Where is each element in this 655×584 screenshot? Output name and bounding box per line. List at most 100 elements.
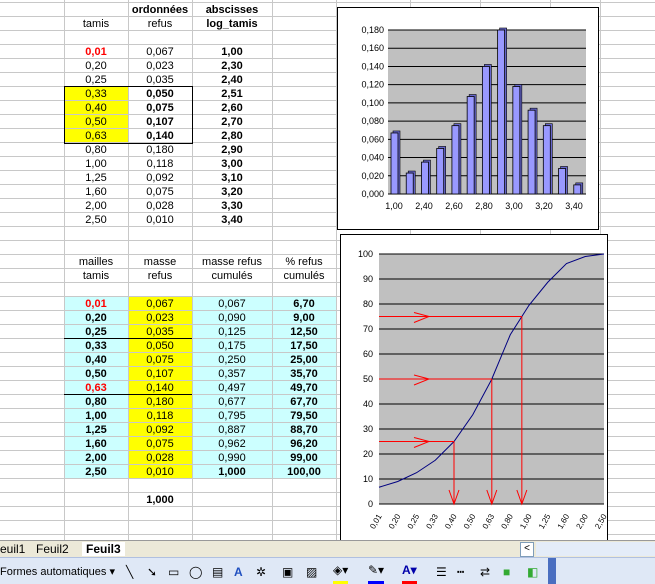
line-style-icon[interactable]: ☰ bbox=[436, 565, 447, 579]
cell-refus: 0,023 bbox=[146, 60, 174, 72]
tab-feuil3[interactable]: Feuil3 bbox=[82, 542, 125, 556]
cell-refus: 0,180 bbox=[146, 144, 174, 156]
column-gridline bbox=[128, 0, 129, 540]
cell-mailles: 1,00 bbox=[85, 410, 107, 422]
font-color-icon[interactable]: A▾ bbox=[402, 563, 417, 584]
row-gridline bbox=[0, 72, 655, 73]
row-gridline bbox=[0, 478, 655, 479]
cell-refus: 0,140 bbox=[146, 130, 174, 142]
spreadsheet-grid[interactable]: ordonnées abscisses tamis refus log_tamis 0,0… bbox=[0, 0, 655, 540]
rectangle-tool-icon[interactable]: ▭ bbox=[168, 565, 180, 579]
y-tick-label: 0,160 bbox=[361, 43, 384, 53]
row-gridline bbox=[0, 170, 655, 171]
x-tick-label: 0,20 bbox=[387, 512, 403, 530]
cell-tamis: 2,00 bbox=[85, 200, 107, 212]
row-gridline bbox=[0, 282, 655, 283]
cell-masse-cumul: 0,125 bbox=[218, 326, 246, 338]
line-color-icon[interactable]: ✎▾ bbox=[368, 563, 385, 584]
oval-tool-icon[interactable]: ◯ bbox=[189, 565, 203, 579]
cell-masse-cumul: 0,357 bbox=[218, 368, 246, 380]
cell-masse-cumul: 0,090 bbox=[218, 312, 246, 324]
row-gridline bbox=[0, 338, 655, 339]
cell-masse-cumul: 0,497 bbox=[218, 382, 246, 394]
cell-mailles: 0,01 bbox=[85, 298, 107, 310]
cell-refus: 0,050 bbox=[146, 88, 174, 100]
cell-tamis: 0,01 bbox=[85, 46, 107, 58]
cell-refus: 0,107 bbox=[146, 116, 174, 128]
horizontal-scrollbar[interactable] bbox=[536, 542, 655, 556]
diagram-icon[interactable]: ✲ bbox=[256, 565, 267, 579]
column-gridline bbox=[336, 0, 337, 540]
row-gridline bbox=[0, 128, 655, 129]
arrow-right-icon bbox=[413, 437, 431, 448]
row-gridline bbox=[0, 114, 655, 115]
header-log-tamis: log_tamis bbox=[206, 18, 258, 30]
row-gridline bbox=[0, 492, 655, 493]
row-gridline bbox=[0, 44, 655, 45]
y-tick-label: 80 bbox=[363, 299, 373, 309]
cell-mailles: 0,33 bbox=[85, 340, 107, 352]
cell-masse-cumul: 0,677 bbox=[218, 396, 246, 408]
cumulative-curve-chart[interactable]: 0 10 20 30 40 50 60 70 80 90 100 0,01 0,20 0,25 0,33 0,… bbox=[340, 234, 609, 545]
clipart-icon[interactable]: ▣ bbox=[282, 565, 294, 579]
cell-log-tamis: 2,60 bbox=[221, 102, 243, 114]
histogram-chart[interactable]: 0,000 0,020 0,040 0,060 0,080 0,100 0,120 0,140… bbox=[337, 7, 599, 230]
cell-log-tamis: 3,30 bbox=[221, 200, 243, 212]
scroll-left-button[interactable]: < bbox=[520, 542, 534, 557]
cell-tamis: 0,25 bbox=[85, 74, 107, 86]
drawing-toolbar: Formes automatiques ▾ ╲ ➘ ▭ ◯ ▤ A ✲ ▣ ▨ … bbox=[0, 557, 655, 584]
cell-masse-refus: 0,067 bbox=[146, 298, 174, 310]
x-tick-label: 0,33 bbox=[424, 512, 440, 530]
row-gridline bbox=[0, 520, 655, 521]
y-tick-label: 0,120 bbox=[361, 80, 384, 90]
cell-masse-refus: 0,010 bbox=[146, 466, 174, 478]
y-tick-label: 0,080 bbox=[361, 116, 384, 126]
cell-masse-cumul: 0,067 bbox=[218, 298, 246, 310]
x-tick-label: 2,50 bbox=[593, 512, 607, 530]
highlight-fill bbox=[64, 87, 128, 143]
fill-color-icon[interactable]: ◈▾ bbox=[333, 563, 349, 584]
arrow-down-icon bbox=[448, 489, 460, 506]
row-gridline bbox=[0, 2, 655, 3]
x-tick-label: 0,25 bbox=[406, 512, 422, 530]
bar bbox=[451, 125, 460, 195]
textbox-tool-icon[interactable]: ▤ bbox=[212, 565, 224, 579]
dash-style-icon[interactable]: ┅ bbox=[457, 565, 465, 579]
autoshapes-menu[interactable]: Formes automatiques ▾ bbox=[0, 566, 115, 578]
cell-pct-cumul: 67,70 bbox=[290, 396, 318, 408]
line-tool-icon[interactable]: ╲ bbox=[126, 565, 134, 579]
y-tick-label: 10 bbox=[363, 474, 373, 484]
row-gridline bbox=[0, 436, 655, 437]
x-tick-label: 3,00 bbox=[505, 201, 523, 211]
arrow-style-icon[interactable]: ⇄ bbox=[480, 565, 491, 579]
arrow-tool-icon[interactable]: ➘ bbox=[147, 565, 158, 579]
sheet-tabs-bar: euil1 Feuil2 Feuil3 < bbox=[0, 540, 655, 557]
tab-feuil1[interactable]: euil1 bbox=[0, 542, 26, 556]
row-gridline bbox=[0, 16, 655, 17]
tab-feuil2[interactable]: Feuil2 bbox=[36, 542, 69, 556]
shadow-icon[interactable]: ■ bbox=[503, 565, 511, 579]
cell-masse-refus: 0,028 bbox=[146, 452, 174, 464]
arrow-down-icon bbox=[516, 489, 528, 506]
cell-refus: 0,075 bbox=[146, 186, 174, 198]
row-gridline bbox=[0, 464, 655, 465]
x-tick-label: 2,00 bbox=[574, 512, 590, 530]
cell-masse-refus: 0,050 bbox=[146, 340, 174, 352]
cell-refus: 0,067 bbox=[146, 46, 174, 58]
header-masse: masse bbox=[143, 256, 177, 268]
cell-masse-refus: 0,107 bbox=[146, 368, 174, 380]
x-tick-label: 3,40 bbox=[565, 201, 583, 211]
wordart-icon[interactable]: A bbox=[234, 565, 243, 579]
picture-icon[interactable]: ▨ bbox=[306, 565, 318, 579]
cell-log-tamis: 3,10 bbox=[221, 172, 243, 184]
x-tick-label: 2,40 bbox=[415, 201, 433, 211]
cell-masse-refus: 0,035 bbox=[146, 326, 174, 338]
cell-log-tamis: 2,90 bbox=[221, 144, 243, 156]
3d-icon[interactable]: ◧ bbox=[527, 565, 539, 579]
row-gridline bbox=[0, 240, 655, 241]
border-line bbox=[64, 338, 192, 339]
toolbar-options-button[interactable] bbox=[548, 558, 556, 584]
header-tamis: tamis bbox=[82, 18, 110, 30]
cell-pct-cumul: 25,00 bbox=[290, 354, 318, 366]
cell-pct-cumul: 9,00 bbox=[293, 312, 315, 324]
